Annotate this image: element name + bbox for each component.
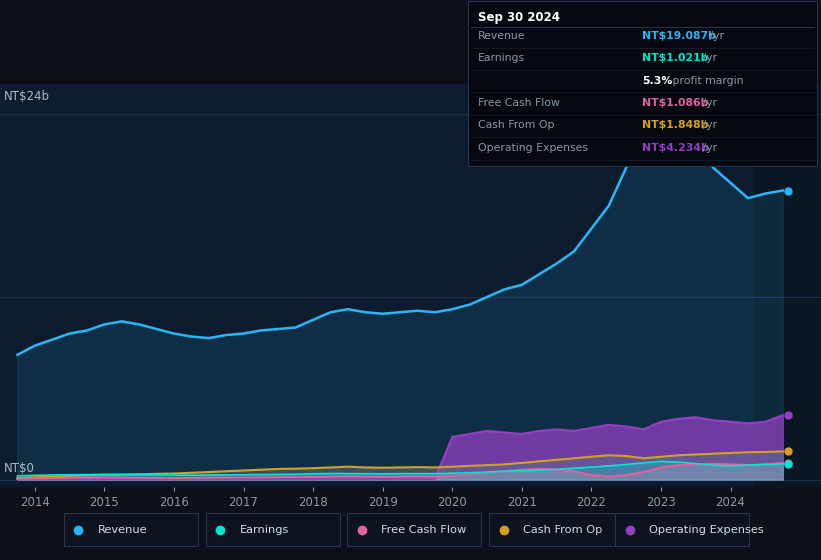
FancyBboxPatch shape [489, 512, 623, 547]
Text: NT$1.086b: NT$1.086b [643, 98, 709, 108]
Text: 5.3%: 5.3% [643, 76, 672, 86]
Text: Revenue: Revenue [98, 525, 147, 534]
Text: Free Cash Flow: Free Cash Flow [381, 525, 466, 534]
FancyBboxPatch shape [616, 512, 750, 547]
Text: Cash From Op: Cash From Op [478, 120, 554, 130]
Text: /yr: /yr [699, 53, 718, 63]
Text: /yr: /yr [699, 98, 718, 108]
Text: profit margin: profit margin [668, 76, 743, 86]
Text: NT$1.021b: NT$1.021b [643, 53, 709, 63]
Text: /yr: /yr [699, 143, 718, 153]
Text: NT$1.848b: NT$1.848b [643, 120, 709, 130]
Text: Cash From Op: Cash From Op [523, 525, 603, 534]
FancyBboxPatch shape [205, 512, 340, 547]
Text: Revenue: Revenue [478, 31, 525, 41]
Text: Sep 30 2024: Sep 30 2024 [478, 11, 560, 24]
Text: /yr: /yr [699, 120, 718, 130]
Text: Operating Expenses: Operating Expenses [649, 525, 764, 534]
Text: Earnings: Earnings [240, 525, 289, 534]
Text: NT$19.087b: NT$19.087b [643, 31, 716, 41]
FancyBboxPatch shape [347, 512, 481, 547]
Text: Earnings: Earnings [478, 53, 525, 63]
Text: Operating Expenses: Operating Expenses [478, 143, 588, 153]
Text: /yr: /yr [705, 31, 723, 41]
Text: NT$0: NT$0 [4, 462, 35, 475]
Text: NT$24b: NT$24b [4, 90, 50, 103]
FancyBboxPatch shape [64, 512, 198, 547]
Bar [754, 84, 821, 487]
Text: NT$4.234b: NT$4.234b [643, 143, 709, 153]
Text: Free Cash Flow: Free Cash Flow [478, 98, 560, 108]
